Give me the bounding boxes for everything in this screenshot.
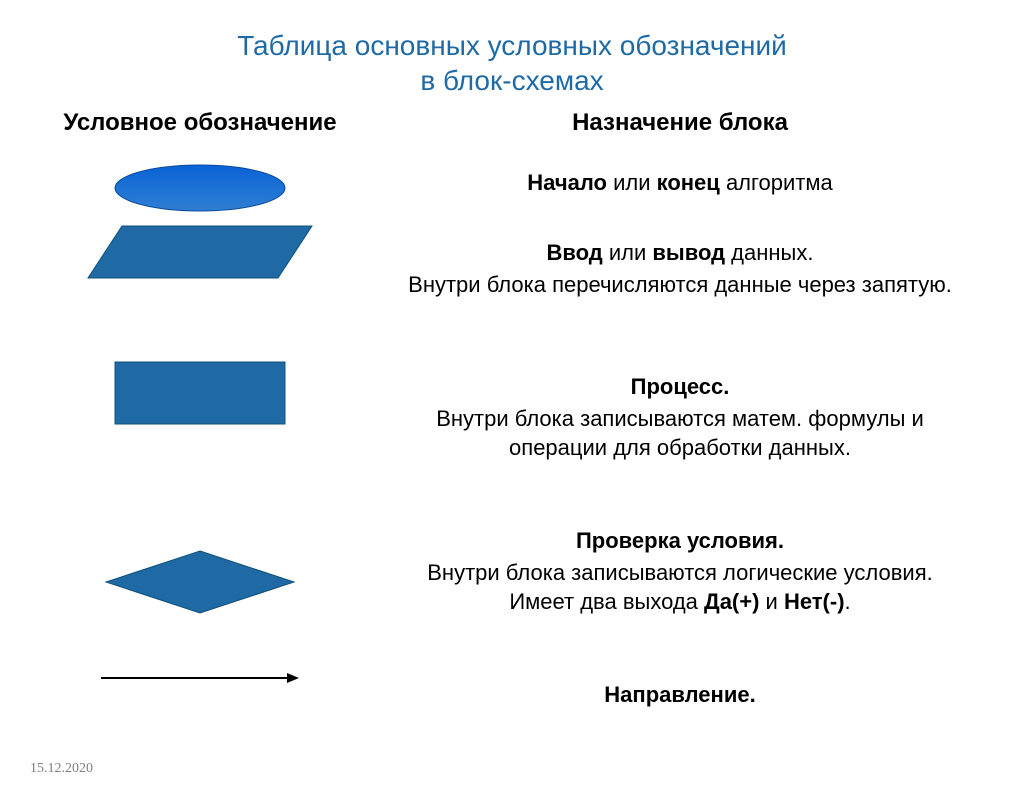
arrow-icon xyxy=(99,668,301,688)
io-body-text: Внутри блока перечисляются данные через … xyxy=(408,270,952,300)
io-description: Ввод или вывод данных. Внутри блока пере… xyxy=(408,236,952,364)
left-column-header: Условное обозначение xyxy=(63,108,336,138)
symbols-column: Условное обозначение xyxy=(0,108,400,728)
io-heading-text: Ввод или вывод данных. xyxy=(408,238,952,268)
rectangle-icon xyxy=(113,360,287,426)
terminator-text: Начало или конец алгоритма xyxy=(527,168,833,198)
decision-description: Проверка условия. Внутри блока записываю… xyxy=(400,524,960,672)
process-heading: Процесс. xyxy=(400,372,960,402)
arrow-heading: Направление. xyxy=(604,680,755,710)
date-footer: 15.12.2020 xyxy=(30,761,93,777)
decision-shape-slot xyxy=(104,508,296,656)
right-column-header: Назначение блока xyxy=(572,108,788,138)
rhombus-icon xyxy=(104,549,296,615)
process-description: Процесс. Внутри блока записываются матем… xyxy=(400,370,960,518)
decision-body: Внутри блока записываются логические усл… xyxy=(400,558,960,617)
terminator-shape-slot xyxy=(113,156,287,220)
title-line-1: Таблица основных условных обозначений xyxy=(237,30,787,61)
parallelogram-icon xyxy=(86,224,314,280)
decision-heading: Проверка условия. xyxy=(400,526,960,556)
arrow-description: Направление. xyxy=(604,678,755,722)
ellipse-icon xyxy=(113,163,287,213)
process-body: Внутри блока записываются матем. формулы… xyxy=(400,404,960,463)
io-shape-slot xyxy=(86,220,314,352)
content-columns: Условное обозначение Назначение блока На… xyxy=(0,108,1024,728)
arrow-shape-slot xyxy=(99,656,301,700)
terminator-description: Начало или конец алгоритма xyxy=(527,166,833,230)
page-title: Таблица основных условных обозначений в … xyxy=(0,28,1024,98)
title-line-2: в блок-схемах xyxy=(420,65,603,96)
descriptions-column: Назначение блока Начало или конец алгори… xyxy=(400,108,960,728)
process-shape-slot xyxy=(113,352,287,508)
